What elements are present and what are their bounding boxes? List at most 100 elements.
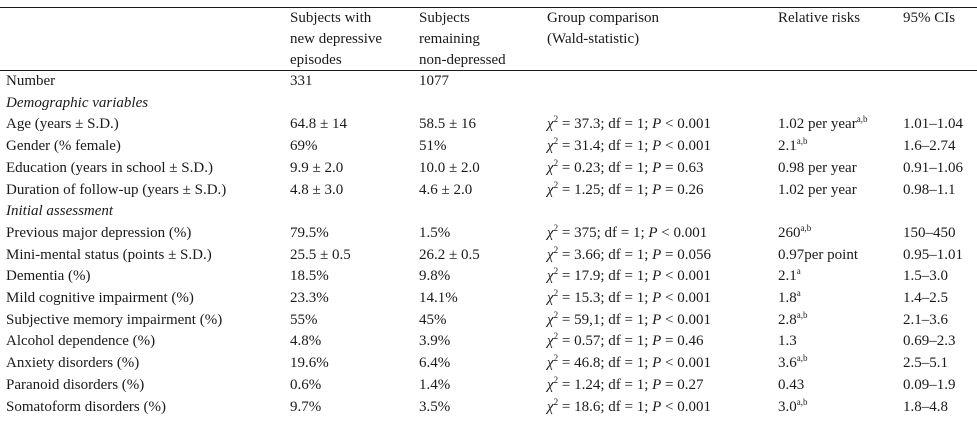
ci-value: 0.91–1.06 <box>903 160 963 176</box>
remaining-header: remaining <box>419 31 480 47</box>
new-episodes-value: 4.8 ± 3.0 <box>290 182 344 198</box>
row-label: Previous major depression (%) <box>6 225 192 241</box>
ci-header: 95% CIs <box>903 10 956 26</box>
new-episodes-value: 23.3% <box>290 290 329 306</box>
relative-risk-value: 3.6a,b <box>778 353 808 372</box>
row-label: Mini-mental status (points ± S.D.) <box>6 247 212 263</box>
group-comparison-value: χ2 = 3.66; df = 1; P = 0.056 <box>547 245 711 264</box>
new-episodes-value: 79.5% <box>290 225 329 241</box>
ci-value: 150–450 <box>903 225 956 241</box>
relative-risk-value: 1.02 per yeara,b <box>778 114 868 133</box>
relative-risk-value: 1.02 per year <box>778 182 857 198</box>
new-episodes-value: 18.5% <box>290 268 329 284</box>
relative-risk-value: 0.43 <box>778 377 805 393</box>
group-comparison-value: χ2 = 17.9; df = 1; P < 0.001 <box>547 266 711 285</box>
table-header-rule <box>0 70 977 71</box>
new-episodes-value: 69% <box>290 138 318 154</box>
ci-value: 0.95–1.01 <box>903 247 963 263</box>
relative-risk-value: 1.3 <box>778 333 797 349</box>
row-label: Dementia (%) <box>6 268 91 284</box>
remaining-value: 4.6 ± 2.0 <box>419 182 473 198</box>
remaining-value: 14.1% <box>419 290 458 306</box>
group-comparison-header: Group comparison <box>547 10 660 26</box>
remaining-value: 26.2 ± 0.5 <box>419 247 480 263</box>
row-label: Gender (% female) <box>6 138 121 154</box>
remaining-value: 1.5% <box>419 225 451 241</box>
group-comparison-value: χ2 = 37.3; df = 1; P < 0.001 <box>547 114 711 133</box>
remaining-value: 58.5 ± 16 <box>419 116 476 132</box>
new-episodes-value: 64.8 ± 14 <box>290 116 347 132</box>
ci-value: 0.09–1.9 <box>903 377 956 393</box>
footnote-marker: a,b <box>796 136 808 146</box>
new-episodes-value: 9.7% <box>290 399 322 415</box>
remaining-value: 3.9% <box>419 333 451 349</box>
relative-risk-value: 2.8a,b <box>778 310 808 329</box>
group-comparison-value: χ2 = 18.6; df = 1; P < 0.001 <box>547 397 711 416</box>
group-comparison-value: χ2 = 1.25; df = 1; P = 0.26 <box>547 180 704 199</box>
relative-risk-value: 0.97per point <box>778 247 858 263</box>
row-label: Paranoid disorders (%) <box>6 377 145 393</box>
group-comparison-value: χ2 = 0.57; df = 1; P = 0.46 <box>547 331 704 350</box>
row-label: Number <box>6 73 56 89</box>
group-comparison-value: χ2 = 59,1; df = 1; P < 0.001 <box>547 310 711 329</box>
ci-value: 1.5–3.0 <box>903 268 948 284</box>
remaining-value: 6.4% <box>419 355 451 371</box>
relative-risk-value: 2.1a,b <box>778 136 808 155</box>
footnote-marker: a,b <box>796 397 808 407</box>
ci-value: 2.1–3.6 <box>903 312 948 328</box>
relative-risks-header: Relative risks <box>778 10 861 26</box>
remaining-header: Subjects <box>419 10 470 26</box>
new-episodes-header: Subjects with <box>290 10 372 26</box>
new-episodes-value: 0.6% <box>290 377 322 393</box>
ci-value: 0.69–2.3 <box>903 333 956 349</box>
relative-risk-value: 3.0a,b <box>778 397 808 416</box>
new-episodes-value: 19.6% <box>290 355 329 371</box>
row-label: Alcohol dependence (%) <box>6 333 156 349</box>
new-episodes-value: 25.5 ± 0.5 <box>290 247 351 263</box>
remaining-value: 9.8% <box>419 268 451 284</box>
remaining-value: 51% <box>419 138 447 154</box>
new-episodes-value: 55% <box>290 312 318 328</box>
group-comparison-header: (Wald-statistic) <box>547 31 640 47</box>
footnote-marker: a,b <box>796 310 808 320</box>
group-comparison-value: χ2 = 46.8; df = 1; P < 0.001 <box>547 353 711 372</box>
new-episodes-value: 9.9 ± 2.0 <box>290 160 344 176</box>
remaining-value: 45% <box>419 312 447 328</box>
ci-value: 0.98–1.1 <box>903 182 956 198</box>
footnote-marker: a,b <box>796 353 808 363</box>
section-heading: Demographic variables <box>6 95 149 111</box>
group-comparison-value: χ2 = 1.24; df = 1; P = 0.27 <box>547 375 704 394</box>
row-label: Somatoform disorders (%) <box>6 399 166 415</box>
ci-value: 2.5–5.1 <box>903 355 948 371</box>
footnote-marker: a,b <box>856 114 868 124</box>
row-label: Duration of follow-up (years ± S.D.) <box>6 182 227 198</box>
new-episodes-header: new depressive <box>290 31 383 47</box>
remaining-header: non-depressed <box>419 52 506 68</box>
remaining-value: 10.0 ± 2.0 <box>419 160 480 176</box>
row-label: Mild cognitive impairment (%) <box>6 290 194 306</box>
group-comparison-value: χ2 = 15.3; df = 1; P < 0.001 <box>547 288 711 307</box>
relative-risk-value: 1.8a <box>778 288 801 307</box>
ci-value: 1.8–4.8 <box>903 399 948 415</box>
new-episodes-value: 331 <box>290 73 313 89</box>
footnote-marker: a,b <box>800 223 812 233</box>
new-episodes-value: 4.8% <box>290 333 322 349</box>
group-comparison-value: χ2 = 0.23; df = 1; P = 0.63 <box>547 158 704 177</box>
row-label: Age (years ± S.D.) <box>6 116 119 132</box>
footnote-marker: a <box>796 266 801 276</box>
table-top-rule <box>0 7 977 8</box>
footnote-marker: a <box>796 288 801 298</box>
new-episodes-header: episodes <box>290 52 342 68</box>
relative-risk-value: 0.98 per year <box>778 160 857 176</box>
row-label: Education (years in school ± S.D.) <box>6 160 213 176</box>
ci-value: 1.6–2.74 <box>903 138 956 154</box>
row-label: Anxiety disorders (%) <box>6 355 140 371</box>
relative-risk-value: 260a,b <box>778 223 812 242</box>
group-comparison-value: χ2 = 375; df = 1; P < 0.001 <box>547 223 708 242</box>
relative-risk-value: 2.1a <box>778 266 801 285</box>
remaining-value: 1.4% <box>419 377 451 393</box>
remaining-value: 3.5% <box>419 399 451 415</box>
ci-value: 1.01–1.04 <box>903 116 963 132</box>
section-heading: Initial assessment <box>6 203 114 219</box>
row-label: Subjective memory impairment (%) <box>6 312 223 328</box>
